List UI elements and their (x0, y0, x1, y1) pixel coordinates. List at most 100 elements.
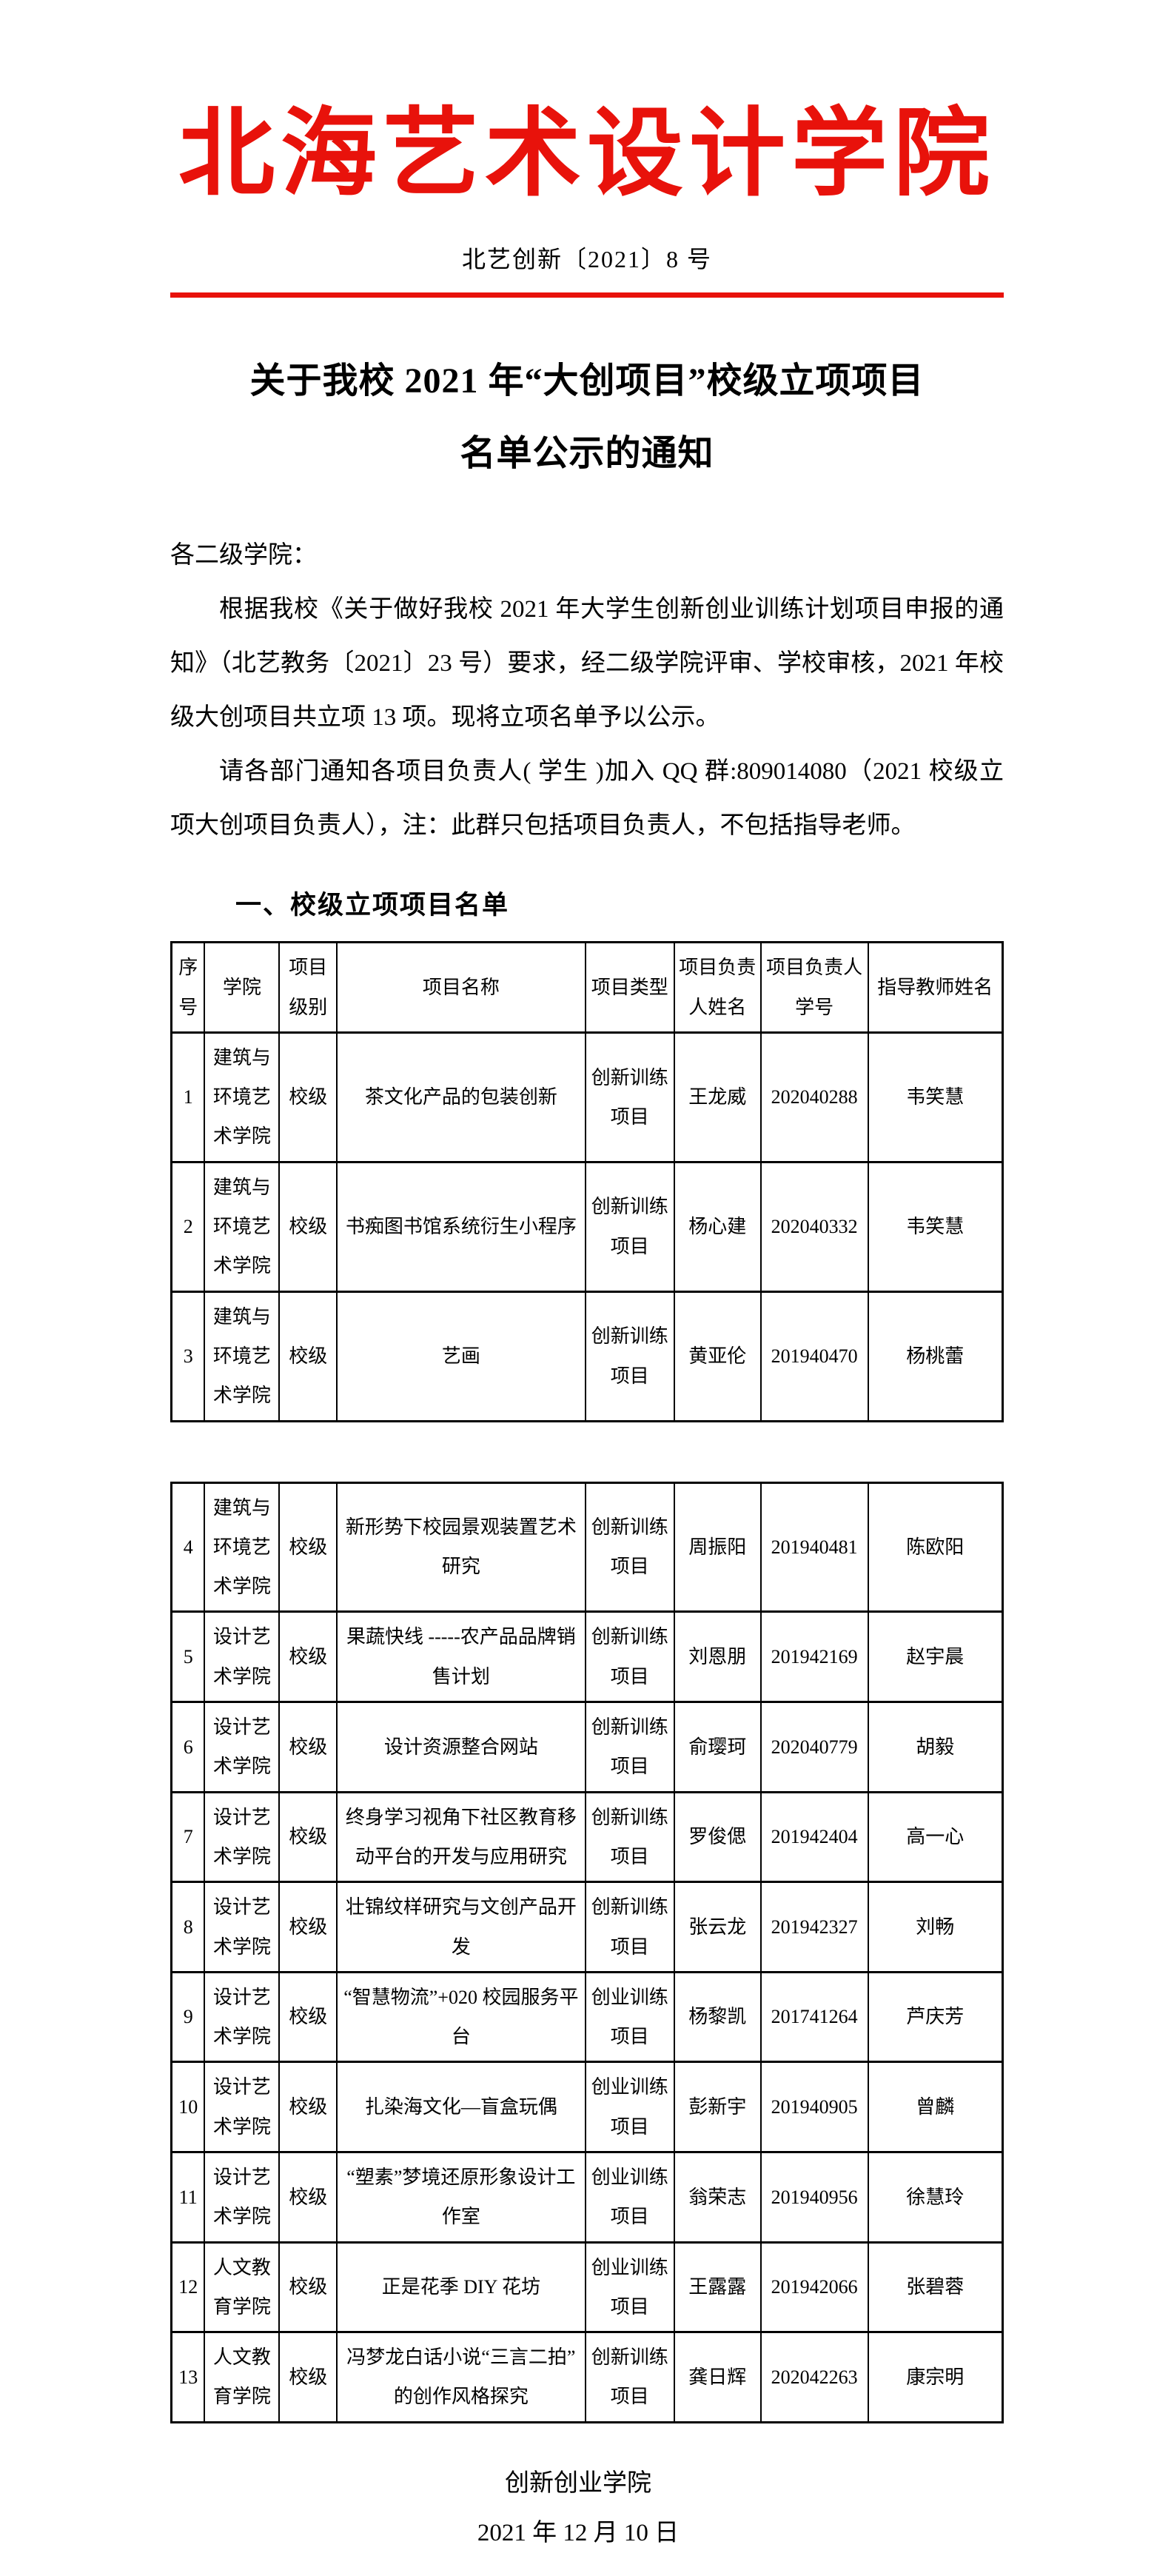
table-cell: 201942066 (759, 2241, 869, 2334)
table-cell: 201940956 (759, 2151, 869, 2244)
table-cell: 创业训练项目 (584, 2241, 675, 2334)
table-cell: 设计艺术学院 (204, 1610, 281, 1704)
table-cell: 校级 (278, 1610, 338, 1704)
table-row: 10 设计艺术学院 校级 扎染海文化—盲盒玩偶 创业训练项目 彭新宇 201940905 曾麟 (170, 2061, 1004, 2153)
table-header-row: 序号 学院 项目级别 项目名称 项目类型 项目负责人姓名 项目负责人学号 指导教师姓名 (170, 941, 1004, 1034)
table-row: 8 设计艺术学院 校级 壮锦纹样研究与文创产品开发 创新训练项目 张云龙 201942327… (170, 1881, 1004, 1973)
table-row: 11 设计艺术学院 校级 “塑素”梦境还原形象设计工作室 创业训练项目 翁荣志 201940… (170, 2151, 1004, 2244)
document-number: 北艺创新〔2021〕8 号 (461, 245, 712, 272)
table-cell: 陈欧阳 (867, 1481, 1004, 1613)
table-cell: 9 (170, 1970, 206, 2064)
table-cell: “智慧物流”+020 校园服务平台 (335, 1970, 586, 2064)
table-cell: 12 (170, 2241, 206, 2334)
table-cell: 设计艺术学院 (204, 1790, 281, 1884)
table-cell: 设计艺术学院 (204, 2151, 281, 2244)
table-cell: 建筑与环境艺术学院 (204, 1031, 281, 1163)
table-row: 13 人文教育学院 校级 冯梦龙白话小说“三言二拍”的创作风格探究 创新训练项目 龚日辉 2… (170, 2331, 1004, 2423)
table-cell: 创新训练项目 (584, 1290, 675, 1422)
table-cell: 202040332 (759, 1160, 869, 1293)
table-row: 9 设计艺术学院 校级 “智慧物流”+020 校园服务平台 创业训练项目 杨黎凯 20174… (170, 1970, 1004, 2064)
table-cell: 刘恩朋 (673, 1610, 762, 1704)
table-cell: 曾麟 (867, 2061, 1004, 2153)
table-cell: 俞璎珂 (673, 1701, 762, 1793)
table-cell: 艺画 (335, 1290, 586, 1422)
letterhead: 北海艺术设计学院 北艺创新〔2021〕8 号 (170, 0, 1004, 298)
table-cell: 1 (170, 1031, 206, 1163)
table-cell: 201942327 (759, 1881, 869, 1973)
table-cell: 校级 (278, 2241, 338, 2334)
notice-body: 各二级学院： 根据我校《关于做好我校 2021 年大学生创新创业训练计划项目申报… (170, 529, 1004, 853)
table-cell: 张碧蓉 (867, 2241, 1004, 2334)
table-cell: 张云龙 (673, 1881, 762, 1973)
table-cell: 创新训练项目 (584, 1481, 675, 1613)
table-cell: 10 (170, 2061, 206, 2153)
table-cell: 创新训练项目 (584, 1790, 675, 1884)
table-cell: 芦庆芳 (867, 1970, 1004, 2064)
section-heading: 一、校级立项项目名单 (235, 891, 510, 920)
letterhead-divider (170, 292, 1004, 298)
body-paragraph-2: 请各部门通知各项目负责人( 学生 )加入 QQ 群:809014080（2021… (170, 758, 1004, 840)
table-cell: 202040779 (759, 1701, 869, 1793)
table-cell: 设计资源整合网站 (335, 1701, 586, 1793)
table-cell: 扎染海文化—盲盒玩偶 (335, 2061, 586, 2153)
table-cell: 人文教育学院 (204, 2331, 281, 2423)
table-cell: 创新训练项目 (584, 1881, 675, 1973)
table-cell: 壮锦纹样研究与文创产品开发 (335, 1881, 586, 1973)
table-cell: 建筑与环境艺术学院 (204, 1481, 281, 1613)
table-cell: 果蔬快线 -----农产品品牌销售计划 (335, 1610, 586, 1704)
table-cell: 13 (170, 2331, 206, 2423)
table-cell: 杨心建 (673, 1160, 762, 1293)
table-cell: 书痴图书馆系统衍生小程序 (335, 1160, 586, 1293)
table-cell: 王龙威 (673, 1031, 762, 1163)
table-cell: 新形势下校园景观装置艺术研究 (335, 1481, 586, 1613)
table-cell: 201940905 (759, 2061, 869, 2153)
table-cell: 202040288 (759, 1031, 869, 1163)
letterhead-school-name: 北海艺术设计学院 (178, 101, 996, 208)
table-header-cell: 序号 (170, 941, 206, 1034)
table-row: 1 建筑与环境艺术学院 校级 茶文化产品的包装创新 创新训练项目 王龙威 202040288… (170, 1031, 1004, 1163)
table-cell: 8 (170, 1881, 206, 1973)
table-cell: “塑素”梦境还原形象设计工作室 (335, 2151, 586, 2244)
table-cell: 冯梦龙白话小说“三言二拍”的创作风格探究 (335, 2331, 586, 2423)
table-cell: 杨黎凯 (673, 1970, 762, 2064)
projects-table-part-1: 序号 学院 项目级别 项目名称 项目类型 项目负责人姓名 项目负责人学号 指导教师姓名 1 建筑与… (170, 941, 1004, 1422)
table-row: 2 建筑与环境艺术学院 校级 书痴图书馆系统衍生小程序 创新训练项目 杨心建 2020403… (170, 1160, 1004, 1293)
table-row: 4 建筑与环境艺术学院 校级 新形势下校园景观装置艺术研究 创新训练项目 周振阳 20194… (170, 1481, 1004, 1613)
table-cell: 胡毅 (867, 1701, 1004, 1793)
table-cell: 创新训练项目 (584, 1701, 675, 1793)
table-cell: 创业训练项目 (584, 2151, 675, 2244)
notice-title: 关于我校 2021 年“大创项目”校级立项项目 名单公示的通知 (170, 345, 1004, 491)
body-paragraph-1: 根据我校《关于做好我校 2021 年大学生创新创业训练计划项目申报的通知》（北艺… (170, 596, 1004, 732)
table-cell: 创新训练项目 (584, 2331, 675, 2423)
table-header-cell: 项目类型 (584, 941, 675, 1034)
table-cell: 2 (170, 1160, 206, 1293)
table-cell: 龚日辉 (673, 2331, 762, 2423)
table-cell: 校级 (278, 1481, 338, 1613)
notice-title-line-2: 名单公示的通知 (460, 433, 714, 473)
table-row: 7 设计艺术学院 校级 终身学习视角下社区教育移动平台的开发与应用研究 创新训练项目 罗俊… (170, 1790, 1004, 1884)
table-cell: 创业训练项目 (584, 1970, 675, 2064)
table-cell: 高一心 (867, 1790, 1004, 1884)
table-cell: 建筑与环境艺术学院 (204, 1290, 281, 1422)
salutation: 各二级学院： (170, 542, 317, 569)
table-cell: 校级 (278, 1970, 338, 2064)
table-cell: 校级 (278, 1160, 338, 1293)
table-cell: 正是花季 DIY 花坊 (335, 2241, 586, 2334)
table-cell: 202042263 (759, 2331, 869, 2423)
table-cell: 校级 (278, 1031, 338, 1163)
table-cell: 校级 (278, 2151, 338, 2244)
table-cell: 创新训练项目 (584, 1610, 675, 1704)
table-cell: 茶文化产品的包装创新 (335, 1031, 586, 1163)
table-row: 5 设计艺术学院 校级 果蔬快线 -----农产品品牌销售计划 创新训练项目 刘恩朋 201… (170, 1610, 1004, 1704)
table-cell: 人文教育学院 (204, 2241, 281, 2334)
table-cell: 设计艺术学院 (204, 1881, 281, 1973)
table-header-cell: 项目负责人姓名 (673, 941, 762, 1034)
table-cell: 徐慧玲 (867, 2151, 1004, 2244)
notice-title-line-1: 关于我校 2021 年“大创项目”校级立项项目 (249, 361, 925, 401)
table-cell: 201940481 (759, 1481, 869, 1613)
table-cell: 韦笑慧 (867, 1160, 1004, 1293)
table-cell: 罗俊偲 (673, 1790, 762, 1884)
table-cell: 韦笑慧 (867, 1031, 1004, 1163)
